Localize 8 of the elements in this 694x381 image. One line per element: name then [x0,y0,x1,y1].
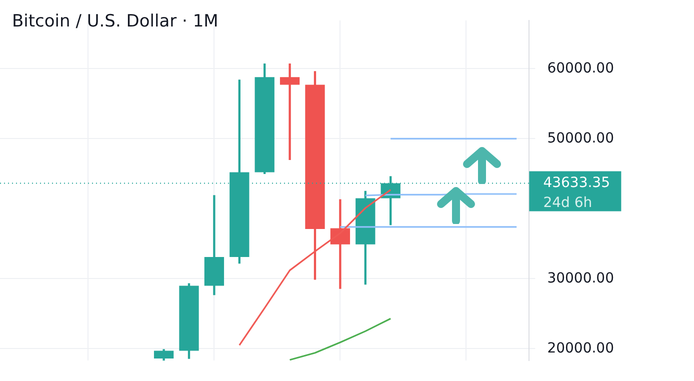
y-tick-label: 60000.00 [547,60,614,76]
y-tick-label: 20000.00 [547,340,614,356]
y-tick-label: 50000.00 [547,130,614,146]
chart-title: Bitcoin / U.S. Dollar · 1M [12,11,218,32]
ref-line-label: 43633.35 [543,174,610,191]
text: 24d 6h [543,194,592,211]
candlestick [280,63,300,160]
y-tick-label: 30000.00 [547,270,614,286]
